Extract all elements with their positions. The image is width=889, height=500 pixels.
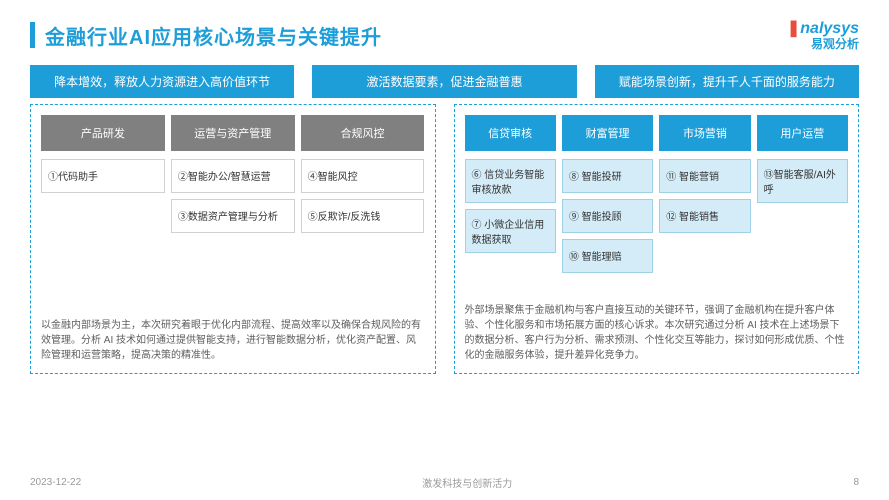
left-col-3: ④智能风控 ⑤反欺诈/反洗钱 bbox=[301, 159, 425, 233]
slide-title: 金融行业AI应用核心场景与关键提升 bbox=[45, 21, 382, 50]
left-cell: ④智能风控 bbox=[301, 159, 425, 193]
right-cell: ⑦ 小微企业信用数据获取 bbox=[465, 209, 556, 253]
right-cell: ⑪ 智能营销 bbox=[659, 159, 750, 193]
left-sh-2: 运营与资产管理 bbox=[171, 115, 295, 151]
slide-footer: 2023-12-22 激发科技与创新活力 8 bbox=[30, 475, 859, 490]
right-sh-2: 财富管理 bbox=[562, 115, 653, 151]
right-cell: ⑩ 智能理赔 bbox=[562, 239, 653, 273]
top-headers-row: 降本增效，释放人力资源进入高价值环节 激活数据要素，促进金融普惠 赋能场景创新，… bbox=[30, 65, 859, 98]
right-col-4: ⑬智能客服/AI外呼 bbox=[757, 159, 848, 293]
left-cell: ⑤反欺诈/反洗钱 bbox=[301, 199, 425, 233]
right-cell-empty bbox=[757, 209, 848, 243]
title-wrap: 金融行业AI应用核心场景与关键提升 bbox=[30, 21, 382, 50]
title-accent-bar bbox=[30, 22, 35, 48]
right-cell-empty bbox=[659, 239, 750, 273]
top-header-3: 赋能场景创新，提升千人千面的服务能力 bbox=[595, 65, 859, 98]
left-cell: ③数据资产管理与分析 bbox=[171, 199, 295, 233]
left-cell-empty bbox=[41, 199, 165, 233]
right-cell: ⑬智能客服/AI外呼 bbox=[757, 159, 848, 203]
right-sh-3: 市场营销 bbox=[659, 115, 750, 151]
right-subheaders: 信贷审核 财富管理 市场营销 用户运营 bbox=[465, 115, 849, 151]
left-description: 以金融内部场景为主，本次研究着眼于优化内部流程、提高效率以及确保合规风险的有效管… bbox=[41, 318, 425, 363]
right-cell: ⑨ 智能投顾 bbox=[562, 199, 653, 233]
left-grid: ①代码助手 ②智能办公/智慧运营 ③数据资产管理与分析 ④智能风控 ⑤反欺诈/反… bbox=[41, 159, 425, 233]
left-subheaders: 产品研发 运营与资产管理 合规风控 bbox=[41, 115, 425, 151]
footer-date: 2023-12-22 bbox=[30, 477, 81, 488]
logo-mark-icon: ❚ bbox=[787, 20, 800, 37]
right-cell-empty bbox=[757, 249, 848, 283]
right-description: 外部场景聚焦于金融机构与客户直接互动的关键环节，强调了金融机构在提升客户体验、个… bbox=[465, 303, 849, 363]
right-sh-4: 用户运营 bbox=[757, 115, 848, 151]
logo-en: ❚nalysys bbox=[787, 20, 859, 38]
top-header-2: 激活数据要素，促进金融普惠 bbox=[312, 65, 576, 98]
right-panel: 信贷审核 财富管理 市场营销 用户运营 ⑥ 信贷业务智能审核放款 ⑦ 小微企业信… bbox=[454, 104, 860, 374]
footer-page-number: 8 bbox=[853, 477, 859, 488]
right-cell: ⑧ 智能投研 bbox=[562, 159, 653, 193]
slide-header: 金融行业AI应用核心场景与关键提升 ❚nalysys 易观分析 bbox=[30, 20, 859, 51]
right-grid: ⑥ 信贷业务智能审核放款 ⑦ 小微企业信用数据获取 ⑧ 智能投研 ⑨ 智能投顾 … bbox=[465, 159, 849, 293]
left-sh-1: 产品研发 bbox=[41, 115, 165, 151]
left-sh-3: 合规风控 bbox=[301, 115, 425, 151]
left-col-2: ②智能办公/智慧运营 ③数据资产管理与分析 bbox=[171, 159, 295, 233]
left-cell: ②智能办公/智慧运营 bbox=[171, 159, 295, 193]
footer-tagline: 激发科技与创新活力 bbox=[422, 475, 512, 490]
right-cell: ⑥ 信贷业务智能审核放款 bbox=[465, 159, 556, 203]
right-cell: ⑫ 智能销售 bbox=[659, 199, 750, 233]
logo-cn: 易观分析 bbox=[787, 38, 859, 51]
main-columns: 产品研发 运营与资产管理 合规风控 ①代码助手 ②智能办公/智慧运营 ③数据资产… bbox=[30, 104, 859, 374]
left-col-1: ①代码助手 bbox=[41, 159, 165, 233]
right-col-3: ⑪ 智能营销 ⑫ 智能销售 bbox=[659, 159, 750, 293]
brand-logo: ❚nalysys 易观分析 bbox=[787, 20, 859, 51]
right-sh-1: 信贷审核 bbox=[465, 115, 556, 151]
right-col-1: ⑥ 信贷业务智能审核放款 ⑦ 小微企业信用数据获取 bbox=[465, 159, 556, 293]
right-cell-empty bbox=[465, 259, 556, 293]
right-col-2: ⑧ 智能投研 ⑨ 智能投顾 ⑩ 智能理赔 bbox=[562, 159, 653, 293]
left-cell: ①代码助手 bbox=[41, 159, 165, 193]
top-header-1: 降本增效，释放人力资源进入高价值环节 bbox=[30, 65, 294, 98]
left-panel: 产品研发 运营与资产管理 合规风控 ①代码助手 ②智能办公/智慧运营 ③数据资产… bbox=[30, 104, 436, 374]
